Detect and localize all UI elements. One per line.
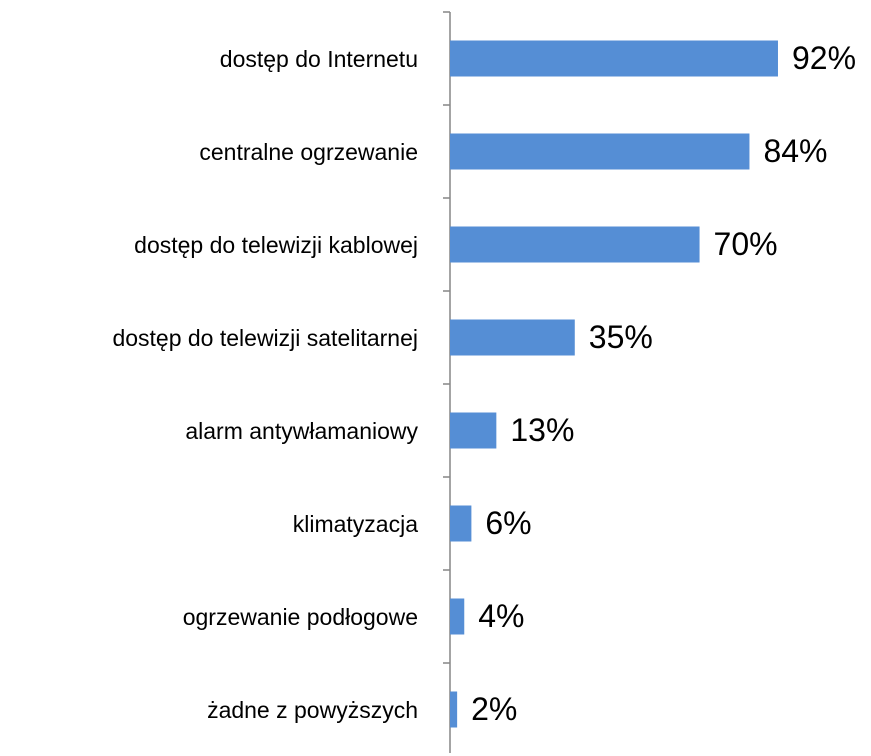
category-label-box: żadne z powyższych	[207, 663, 418, 756]
category-label-box: klimatyzacja	[293, 477, 418, 570]
value-label: 92%	[792, 40, 856, 76]
category-label: dostęp do telewizji satelitarnej	[112, 324, 418, 351]
category-label: ogrzewanie podłogowe	[182, 603, 418, 630]
value-label: 35%	[589, 319, 653, 355]
value-label: 2%	[471, 691, 517, 727]
bar	[450, 691, 458, 728]
value-label: 4%	[478, 598, 524, 634]
value-label: 84%	[763, 133, 827, 169]
category-label-box: centralne ogrzewanie	[199, 105, 418, 198]
bar	[450, 505, 472, 542]
category-label-box: ogrzewanie podłogowe	[183, 570, 418, 663]
bar	[450, 226, 700, 263]
category-label: centralne ogrzewanie	[199, 138, 418, 165]
category-label: dostęp do telewizji kablowej	[134, 231, 418, 258]
value-label: 13%	[510, 412, 574, 448]
bar	[450, 412, 497, 449]
category-label-box: alarm antywłamaniowy	[185, 384, 418, 477]
category-label-box: dostęp do Internetu	[220, 12, 418, 105]
bar	[450, 319, 575, 356]
category-label-box: dostęp do telewizji kablowej	[134, 198, 418, 291]
category-label: alarm antywłamaniowy	[185, 417, 418, 444]
bar	[450, 598, 465, 635]
category-label: klimatyzacja	[292, 510, 418, 537]
category-label-box: dostęp do telewizji satelitarnej	[112, 291, 418, 384]
category-label: dostęp do Internetu	[219, 45, 418, 72]
value-label: 6%	[485, 505, 531, 541]
category-label: żadne z powyższych	[207, 696, 418, 723]
bar	[450, 133, 750, 170]
bar	[450, 40, 778, 77]
value-label: 70%	[714, 226, 778, 262]
